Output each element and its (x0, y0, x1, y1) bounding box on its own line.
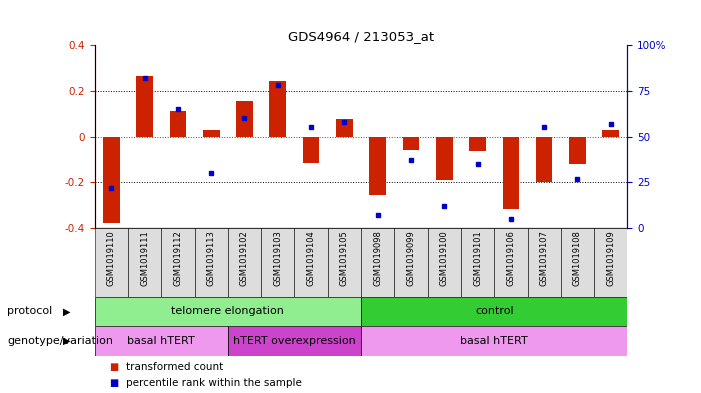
Text: control: control (475, 307, 514, 316)
Bar (361, 228, 394, 297)
Bar (428, 228, 461, 297)
Text: ■: ■ (109, 378, 118, 388)
Bar (95, 297, 361, 326)
Bar (95, 228, 128, 297)
Text: ▶: ▶ (63, 307, 70, 316)
Bar (136, 76, 153, 136)
Bar (236, 101, 253, 136)
Bar (469, 136, 486, 151)
Bar (203, 130, 219, 136)
Bar (594, 228, 627, 297)
Bar (561, 228, 594, 297)
Text: GSM1019110: GSM1019110 (107, 230, 116, 286)
Bar (361, 326, 627, 356)
Text: GSM1019101: GSM1019101 (473, 230, 482, 286)
Text: GSM1019109: GSM1019109 (606, 230, 615, 286)
Title: GDS4964 / 213053_at: GDS4964 / 213053_at (288, 29, 434, 42)
Text: GSM1019100: GSM1019100 (440, 230, 449, 286)
Bar (503, 136, 519, 209)
Text: GSM1019107: GSM1019107 (540, 230, 549, 286)
Bar (494, 228, 527, 297)
Text: genotype/variation: genotype/variation (7, 336, 113, 346)
Bar (602, 130, 619, 136)
Text: GSM1019105: GSM1019105 (340, 230, 349, 286)
Bar (528, 228, 561, 297)
Bar (536, 136, 552, 182)
Bar (294, 228, 327, 297)
Bar (336, 119, 353, 136)
Bar (95, 326, 228, 356)
Text: protocol: protocol (7, 307, 53, 316)
Bar (369, 136, 386, 195)
Bar (361, 297, 627, 326)
Text: basal hTERT: basal hTERT (461, 336, 528, 346)
Text: GSM1019102: GSM1019102 (240, 230, 249, 286)
Bar (402, 136, 419, 150)
Bar (436, 136, 453, 180)
Text: hTERT overexpression: hTERT overexpression (233, 336, 356, 346)
Bar (170, 112, 186, 136)
Bar (228, 326, 361, 356)
Bar (327, 228, 361, 297)
Text: GSM1019106: GSM1019106 (506, 230, 515, 286)
Text: GSM1019112: GSM1019112 (173, 230, 182, 286)
Bar (161, 228, 194, 297)
Text: GSM1019098: GSM1019098 (373, 230, 382, 286)
Bar (394, 228, 428, 297)
Bar (569, 136, 586, 164)
Text: percentile rank within the sample: percentile rank within the sample (126, 378, 302, 388)
Bar (228, 228, 261, 297)
Text: basal hTERT: basal hTERT (128, 336, 195, 346)
Text: telomere elongation: telomere elongation (171, 307, 285, 316)
Text: GSM1019104: GSM1019104 (306, 230, 315, 286)
Bar (128, 228, 161, 297)
Bar (269, 81, 286, 136)
Bar (261, 228, 294, 297)
Text: ■: ■ (109, 362, 118, 373)
Text: GSM1019113: GSM1019113 (207, 230, 216, 286)
Text: GSM1019103: GSM1019103 (273, 230, 283, 286)
Bar (461, 228, 494, 297)
Text: GSM1019108: GSM1019108 (573, 230, 582, 286)
Bar (103, 136, 120, 223)
Bar (303, 136, 320, 163)
Text: transformed count: transformed count (126, 362, 224, 373)
Text: GSM1019111: GSM1019111 (140, 230, 149, 286)
Text: GSM1019099: GSM1019099 (407, 230, 416, 286)
Bar (195, 228, 228, 297)
Text: ▶: ▶ (63, 336, 70, 346)
